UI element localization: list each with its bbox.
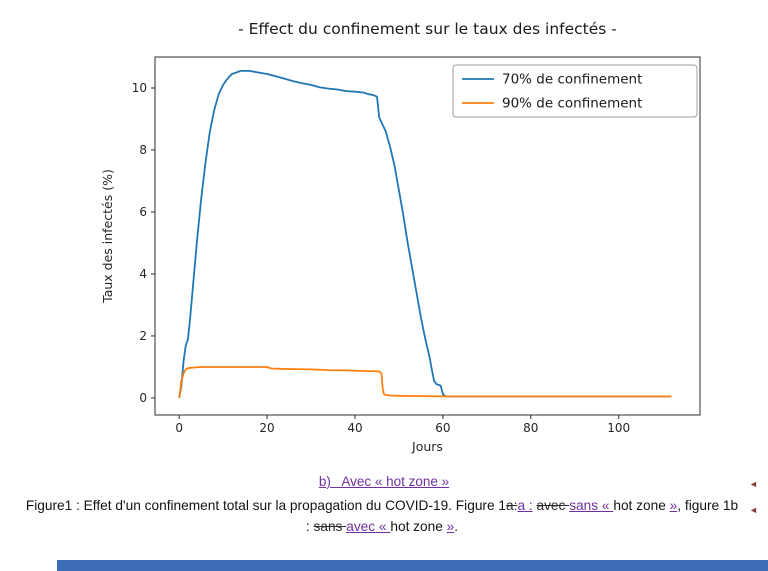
caption-segment-ins: sans [569,498,602,513]
x-tick-label: 0 [175,421,183,435]
x-axis-label: Jours [411,439,443,454]
caption-subfigure-label: b) Avec « hot zone » [0,474,768,489]
bottom-blue-bar [57,560,768,571]
caption-segment-normal: , figure 1b : [305,498,742,535]
revision-marker-icon: ◄ [749,505,758,515]
revision-marker-icon: ◄ [749,479,758,489]
caption-segment-ins: « [601,498,614,513]
x-tick-label: 100 [607,421,630,435]
y-tick-label: 4 [139,267,147,281]
y-tick-label: 0 [139,391,147,405]
caption-segment-ins: « [378,519,391,535]
y-axis-label: Taux des infectés (%) [100,169,115,304]
caption-segment-normal: Figure1 : Effet d'un confinement total s… [25,498,507,513]
caption-subfigure-text: b) Avec « hot zone » [318,474,450,489]
figure-caption: Figure1 : Effet d'un confinement total s… [24,495,740,537]
x-tick-label: 60 [435,421,450,435]
legend-label-0: 70% de confinement [502,72,642,88]
y-tick-label: 2 [139,329,147,343]
legend-label-1: 90% de confinement [502,96,642,112]
caption-segment-ins: a : [517,498,533,513]
caption-segment-ins: » [446,519,455,535]
caption-segment-normal: hot zone [390,519,447,535]
y-tick-label: 8 [139,143,147,157]
series-line-0 [178,70,672,399]
caption-segment-normal: . [454,519,459,535]
confinement-chart-figure: 0 20 40 60 80 100 0 2 4 6 8 10 - Effect du confineme… [95,8,735,470]
caption-segment-ins: avec [346,519,379,535]
x-tick-label: 40 [347,421,362,435]
y-tick-label: 10 [132,81,147,95]
caption-segment-del: a: [506,498,518,513]
x-tick-label: 80 [523,421,538,435]
y-tick-label: 6 [139,205,147,219]
confinement-chart: 0 20 40 60 80 100 0 2 4 6 8 10 - Effect du confineme… [100,20,701,454]
caption-segment-del: avec [536,498,570,513]
caption-segment-normal: hot zone [613,498,670,513]
chart-title: - Effect du confinement sur le taux des … [238,20,617,38]
series-line-1 [178,366,672,399]
caption-segment-del: sans [313,519,347,535]
x-tick-label: 20 [259,421,274,435]
caption-segment-ins: » [669,498,678,513]
legend-box [452,64,698,118]
